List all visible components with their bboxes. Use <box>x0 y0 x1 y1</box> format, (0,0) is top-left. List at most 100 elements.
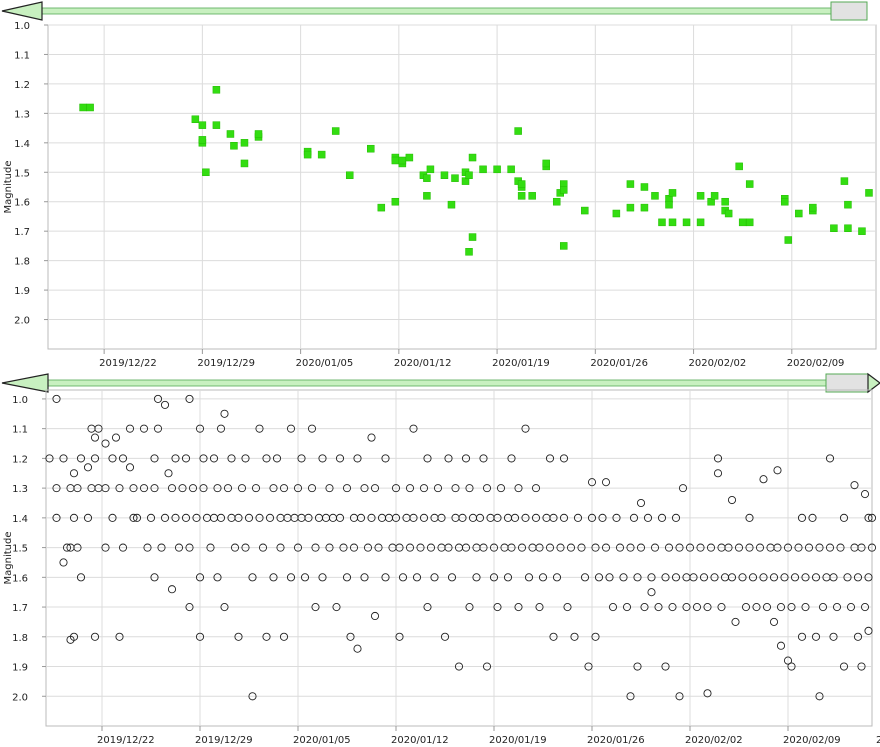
data-point <box>857 662 866 671</box>
data-point <box>335 454 345 463</box>
data-point <box>860 490 870 499</box>
data-point <box>773 543 782 552</box>
y-tick-label: 1.1 <box>14 50 30 61</box>
data-point <box>675 543 684 552</box>
data-point <box>563 603 572 612</box>
data-point <box>794 543 803 552</box>
data-point <box>493 603 502 612</box>
range-selector-track[interactable] <box>29 379 857 387</box>
data-point <box>216 424 226 433</box>
data-point <box>269 484 278 493</box>
data-point <box>212 86 221 94</box>
data-point <box>423 603 432 612</box>
data-point <box>146 513 156 522</box>
data-point <box>440 171 449 179</box>
data-point <box>69 632 79 641</box>
data-point <box>584 662 593 671</box>
data-point <box>185 603 194 612</box>
data-point <box>465 171 473 179</box>
data-point <box>318 454 327 463</box>
data-point <box>272 454 282 463</box>
data-point <box>559 513 569 522</box>
data-points <box>45 394 877 701</box>
data-point <box>468 233 477 241</box>
data-point <box>129 484 138 493</box>
data-point <box>752 603 761 612</box>
triangle-left-icon[interactable] <box>1 373 49 393</box>
data-point <box>300 573 310 582</box>
triangle-right-icon[interactable] <box>867 372 880 394</box>
data-point <box>188 484 198 493</box>
data-point <box>787 662 796 671</box>
data-point <box>363 543 373 552</box>
data-point <box>773 466 782 475</box>
data-point <box>850 481 859 490</box>
data-point <box>405 543 415 552</box>
data-point <box>745 218 754 227</box>
data-point <box>377 203 386 212</box>
data-point <box>818 603 828 612</box>
data-point <box>223 484 233 493</box>
data-point <box>150 454 159 463</box>
data-point <box>206 543 215 552</box>
range-selector[interactable] <box>1 372 880 394</box>
bottom-chart-panel: 1.0 1.1 1.2 1.3 1.4 1.5 1.6 1.7 1.8 1.9 2.0 2019/12… <box>0 372 880 747</box>
data-point <box>59 558 68 567</box>
x-axis: 2019/12/22 2019/12/29 2020/01/05 2020/01/12… <box>97 390 880 746</box>
data-point <box>626 692 635 701</box>
data-point <box>209 454 219 463</box>
data-point <box>559 454 569 463</box>
x-tick-label: 2019/12/29 <box>195 735 253 746</box>
data-point <box>503 573 513 582</box>
data-point <box>198 121 207 129</box>
data-point <box>727 495 737 505</box>
data-point <box>769 573 779 582</box>
data-point <box>45 454 54 463</box>
data-point <box>195 424 205 433</box>
data-point <box>559 186 568 194</box>
data-point <box>199 454 208 463</box>
data-point <box>293 484 303 493</box>
x-tick-label: 2020/01/05 <box>296 358 354 369</box>
data-point <box>465 603 474 612</box>
data-point <box>181 454 191 463</box>
data-point <box>790 573 800 582</box>
data-point <box>83 463 93 472</box>
data-point <box>451 174 459 182</box>
data-point <box>419 513 429 522</box>
data-point <box>437 513 446 522</box>
data-point <box>303 150 312 159</box>
x-tick-label: 2020/01/19 <box>489 735 547 746</box>
data-point <box>167 484 177 493</box>
data-point <box>738 573 747 582</box>
data-point <box>731 617 740 626</box>
data-point <box>255 424 264 433</box>
x-tick-label: 2020/02/02 <box>685 735 743 746</box>
y-tick-label: 1.3 <box>14 109 30 120</box>
data-point <box>633 662 642 671</box>
range-selector-track[interactable] <box>29 7 857 15</box>
range-selector[interactable] <box>1 1 868 21</box>
data-point <box>101 439 110 448</box>
data-point <box>542 159 550 168</box>
data-point <box>556 543 565 552</box>
data-point <box>90 433 100 442</box>
data-point <box>167 585 177 594</box>
triangle-left-icon[interactable] <box>1 1 43 21</box>
data-point <box>619 573 628 582</box>
data-point <box>269 573 278 582</box>
data-point <box>405 153 414 162</box>
data-point <box>496 484 506 493</box>
data-point <box>220 603 229 612</box>
data-point <box>391 513 401 522</box>
data-point <box>90 454 100 463</box>
data-point <box>514 127 522 135</box>
data-point <box>185 543 194 552</box>
range-selector-thumb[interactable] <box>830 1 868 21</box>
y-tick-label: 1.9 <box>12 663 28 674</box>
data-point <box>797 513 807 522</box>
range-selector-thumb[interactable] <box>825 373 869 393</box>
data-point <box>52 484 61 493</box>
data-point <box>279 632 289 641</box>
data-point <box>612 209 621 218</box>
